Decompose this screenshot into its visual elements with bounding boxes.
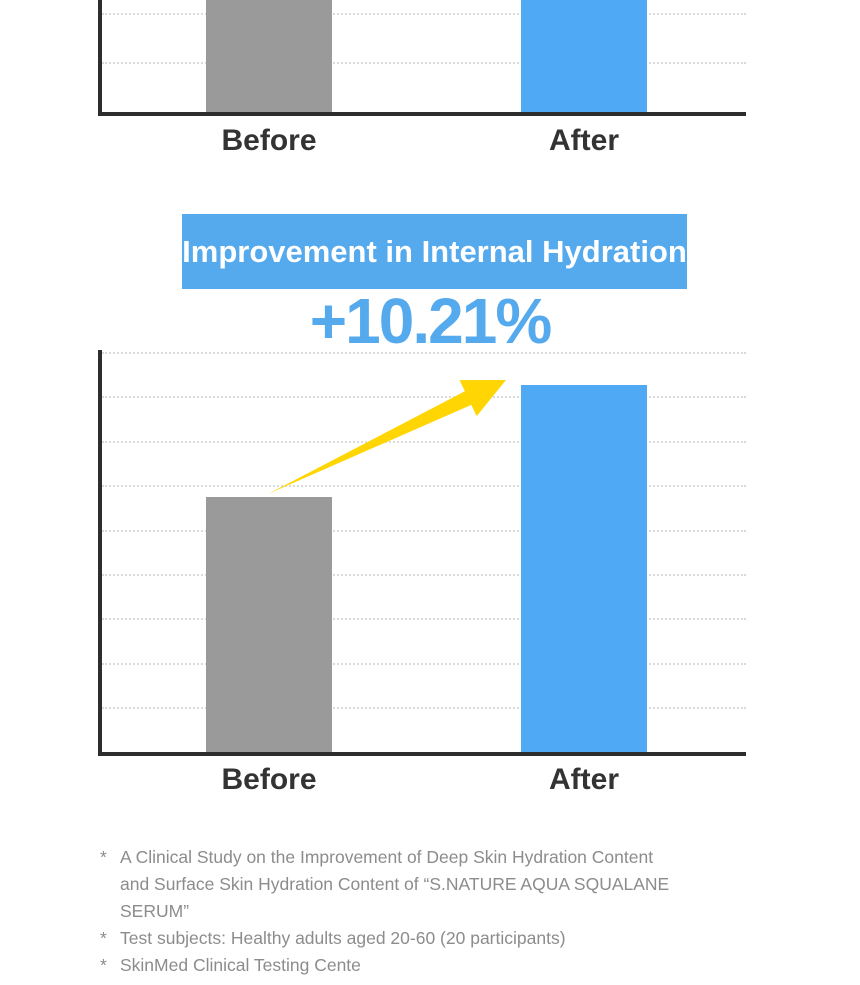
section-title: Improvement in Internal Hydration [182,233,687,269]
footnote-subjects: * Test subjects: Healthy adults aged 20-… [100,925,740,952]
footnote-study: * A Clinical Study on the Improvement of… [100,844,740,925]
gridline [102,618,746,620]
footnote-marker: * [100,928,107,948]
top-chart-label-before: Before [221,124,317,157]
internal-chart-before-bar [206,497,332,752]
top-chart-after-bar [521,0,647,112]
top-chart-before-bar [206,0,332,112]
top-chart-label-after: After [548,124,619,157]
gridline [102,485,746,487]
footnote-line: and Surface Skin Hydration Content of “S… [120,874,670,921]
footnote-text: SkinMed Clinical Testing Cente [120,955,361,975]
improvement-percent: +10.21% [309,285,552,357]
internal-chart-after-bar [521,384,647,752]
gridline [102,62,746,64]
section-title-banner: Improvement in Internal Hydration [182,214,687,289]
gridline [102,707,746,709]
footnote-lab: * SkinMed Clinical Testing Cente [100,952,740,979]
gridline [102,574,746,576]
footnote-text: Test subjects: Healthy adults aged 20-60… [120,928,566,948]
footnote-line: A Clinical Study on the Improvement of D… [120,847,654,867]
footnote-marker: * [100,847,107,867]
gridline [102,441,746,443]
gridline [102,530,746,532]
footnote-marker: * [100,955,107,975]
gridline [102,663,746,665]
internal-hydration-chart-plot [98,350,746,756]
gridline [102,396,746,398]
footnotes: * A Clinical Study on the Improvement of… [100,844,740,979]
top-chart-plot [98,0,746,116]
gridline [102,352,746,354]
footnote-text: A Clinical Study on the Improvement of D… [120,844,740,925]
gridline [102,13,746,15]
internal-chart-label-before: Before [221,763,317,796]
internal-chart-label-after: After [548,763,619,796]
